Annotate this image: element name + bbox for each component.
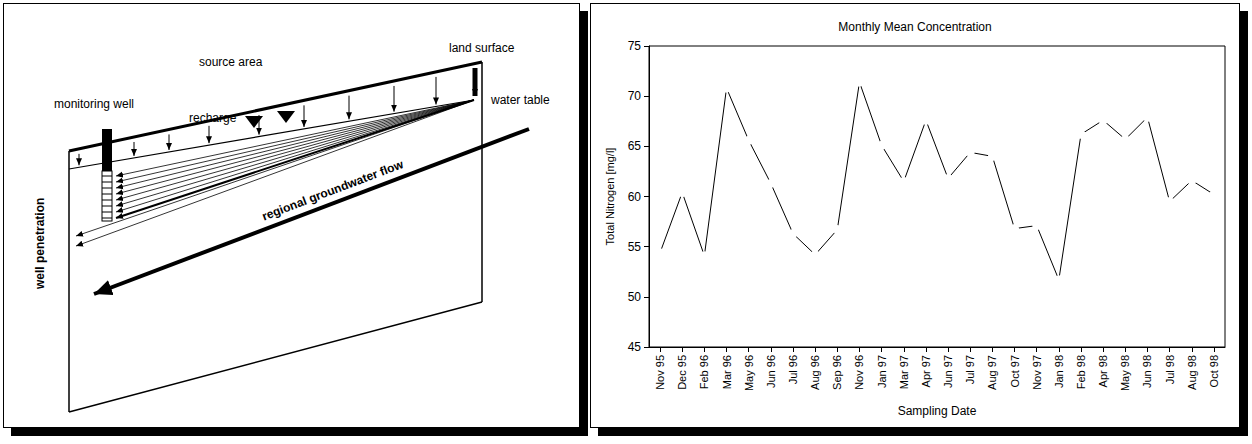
svg-text:well penetration: well penetration (33, 198, 47, 290)
svg-text:recharge: recharge (189, 111, 237, 125)
svg-text:Apr 98: Apr 98 (1097, 355, 1109, 387)
svg-text:75: 75 (628, 39, 642, 53)
svg-text:Jul 96: Jul 96 (787, 355, 799, 384)
svg-text:Jul 98: Jul 98 (1164, 355, 1176, 384)
svg-text:Nov 95: Nov 95 (654, 355, 666, 390)
svg-text:70: 70 (628, 89, 642, 103)
svg-text:Aug 97: Aug 97 (986, 355, 998, 390)
svg-text:Oct 97: Oct 97 (1009, 355, 1021, 387)
svg-text:Nov 97: Nov 97 (1031, 355, 1043, 390)
svg-text:Jun 96: Jun 96 (765, 355, 777, 388)
svg-text:Jun 97: Jun 97 (942, 355, 954, 388)
svg-text:Mar 96: Mar 96 (721, 355, 733, 389)
svg-text:water table: water table (490, 93, 550, 107)
svg-text:55: 55 (628, 240, 642, 254)
svg-text:Aug 98: Aug 98 (1186, 355, 1198, 390)
svg-text:May 98: May 98 (1119, 355, 1131, 391)
svg-text:65: 65 (628, 139, 642, 153)
svg-text:May 96: May 96 (743, 355, 755, 391)
svg-text:Dec 95: Dec 95 (676, 355, 688, 390)
svg-text:45: 45 (628, 340, 642, 354)
svg-text:Feb 98: Feb 98 (1075, 355, 1087, 389)
svg-text:Total Nitrogen [mg/l]: Total Nitrogen [mg/l] (604, 148, 616, 246)
svg-text:Monthly Mean Concentration: Monthly Mean Concentration (838, 20, 991, 34)
svg-text:Feb 96: Feb 96 (698, 355, 710, 389)
svg-text:Aug 96: Aug 96 (809, 355, 821, 390)
svg-text:60: 60 (628, 190, 642, 204)
svg-text:Mar 97: Mar 97 (898, 355, 910, 389)
svg-text:source area: source area (199, 55, 263, 69)
svg-text:regional groundwater flow: regional groundwater flow (260, 157, 406, 224)
svg-text:Jan 97: Jan 97 (876, 355, 888, 388)
svg-text:Jan 98: Jan 98 (1053, 355, 1065, 388)
svg-text:Nov 96: Nov 96 (853, 355, 865, 390)
svg-text:monitoring well: monitoring well (54, 97, 134, 111)
svg-text:50: 50 (628, 290, 642, 304)
svg-text:Oct 98: Oct 98 (1208, 355, 1220, 387)
svg-text:Sep 96: Sep 96 (831, 355, 843, 390)
svg-text:Apr 97: Apr 97 (920, 355, 932, 387)
svg-text:Jul 97: Jul 97 (964, 355, 976, 384)
svg-text:Sampling Date: Sampling Date (898, 404, 977, 418)
svg-text:Jun 98: Jun 98 (1141, 355, 1153, 388)
svg-text:land surface: land surface (449, 41, 515, 55)
